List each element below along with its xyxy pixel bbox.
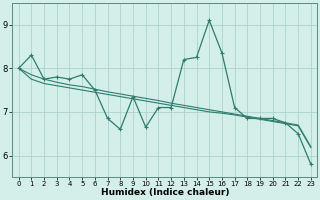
- X-axis label: Humidex (Indice chaleur): Humidex (Indice chaleur): [100, 188, 229, 197]
